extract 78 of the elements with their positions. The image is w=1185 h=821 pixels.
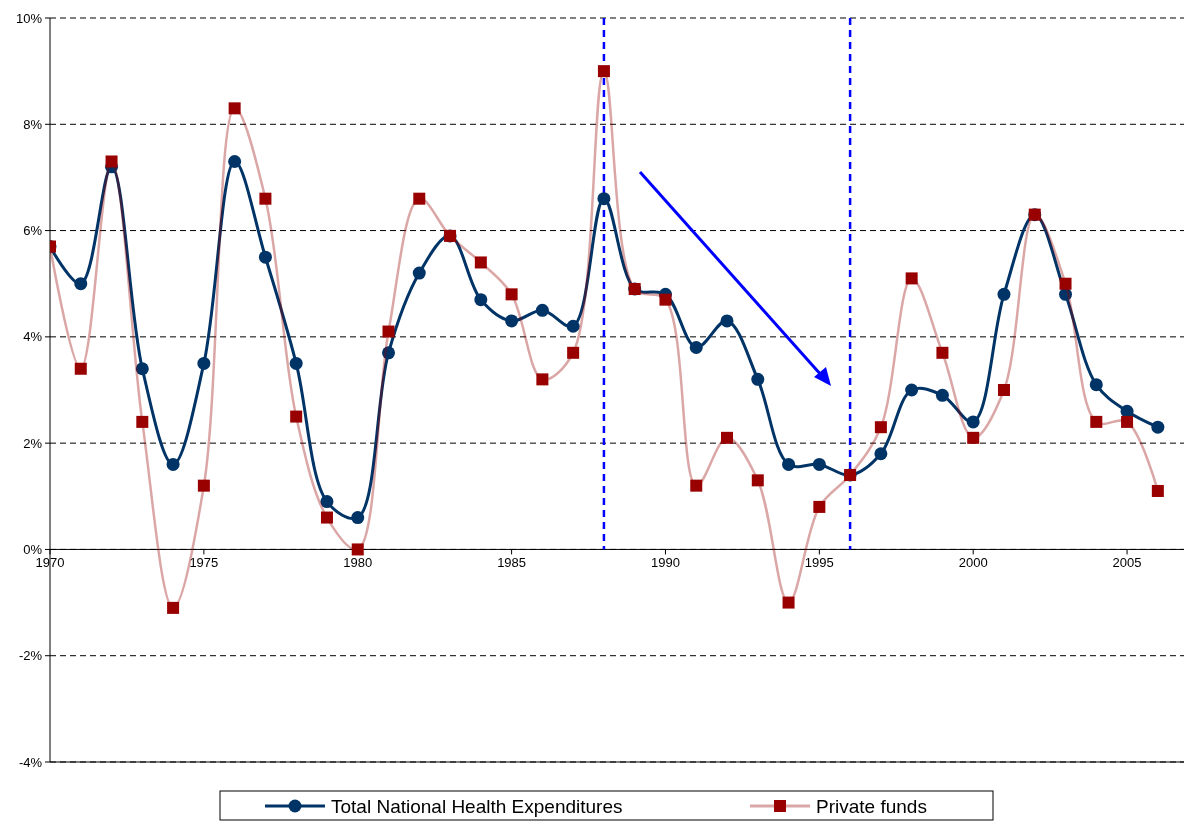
point xyxy=(997,287,1011,301)
x-tick-label: 2005 xyxy=(1112,555,1142,571)
point xyxy=(258,250,272,264)
point xyxy=(228,102,241,115)
point xyxy=(474,256,487,269)
point xyxy=(905,383,919,397)
point xyxy=(782,457,796,471)
legend-label: Private funds xyxy=(816,795,927,817)
point xyxy=(905,272,918,285)
point xyxy=(1089,378,1103,392)
point xyxy=(966,415,980,429)
x-tick-label: 1985 xyxy=(497,555,527,571)
point xyxy=(1059,277,1072,290)
point xyxy=(166,457,180,471)
y-tick-label: -4% xyxy=(18,754,43,770)
point xyxy=(567,346,580,359)
y-tick-label: 0% xyxy=(23,541,43,557)
point xyxy=(874,447,888,461)
point xyxy=(289,356,303,370)
y-tick-label: 4% xyxy=(23,329,43,345)
point xyxy=(936,346,949,359)
point xyxy=(751,372,765,386)
point xyxy=(1151,484,1164,497)
point xyxy=(382,346,396,360)
point xyxy=(320,495,334,509)
point xyxy=(689,340,703,354)
point xyxy=(505,288,518,301)
y-tick-label: 8% xyxy=(23,116,43,132)
point xyxy=(935,388,949,402)
x-tick-label: 1970 xyxy=(35,555,65,571)
point xyxy=(1090,415,1103,428)
point xyxy=(535,303,549,317)
point xyxy=(812,457,826,471)
point xyxy=(382,325,395,338)
point xyxy=(74,362,87,375)
x-tick-label: 1995 xyxy=(804,555,834,571)
point xyxy=(413,192,426,205)
point xyxy=(720,314,734,328)
point xyxy=(874,421,887,434)
point xyxy=(136,415,149,428)
point xyxy=(167,601,180,614)
y-tick-label: -2% xyxy=(18,648,43,664)
point xyxy=(259,192,272,205)
x-tick-label: 1975 xyxy=(189,555,219,571)
point xyxy=(351,511,365,525)
point xyxy=(105,155,118,168)
point xyxy=(967,431,980,444)
point xyxy=(721,431,734,444)
point xyxy=(690,479,703,492)
point xyxy=(197,356,211,370)
point xyxy=(782,596,795,609)
point xyxy=(813,500,826,513)
point xyxy=(597,65,610,78)
point xyxy=(536,373,549,386)
point xyxy=(659,293,672,306)
x-tick-label: 1980 xyxy=(343,555,373,571)
point xyxy=(351,543,364,556)
point xyxy=(751,474,764,487)
point xyxy=(290,410,303,423)
y-tick-label: 2% xyxy=(23,435,43,451)
point xyxy=(566,319,580,333)
y-tick-label: 10% xyxy=(15,10,43,26)
point xyxy=(135,362,149,376)
point xyxy=(412,266,426,280)
point xyxy=(505,314,519,328)
point xyxy=(197,479,210,492)
point xyxy=(474,293,488,307)
legend-label: Total National Health Expenditures xyxy=(331,795,623,817)
point xyxy=(228,154,242,168)
point xyxy=(1151,420,1165,434)
point xyxy=(597,192,611,206)
point xyxy=(997,384,1010,396)
point xyxy=(320,511,333,524)
point xyxy=(74,277,88,291)
x-tick-label: 1990 xyxy=(651,555,680,571)
point xyxy=(1121,415,1134,428)
y-tick-label: 6% xyxy=(23,223,43,239)
x-tick-label: 2000 xyxy=(958,555,988,571)
